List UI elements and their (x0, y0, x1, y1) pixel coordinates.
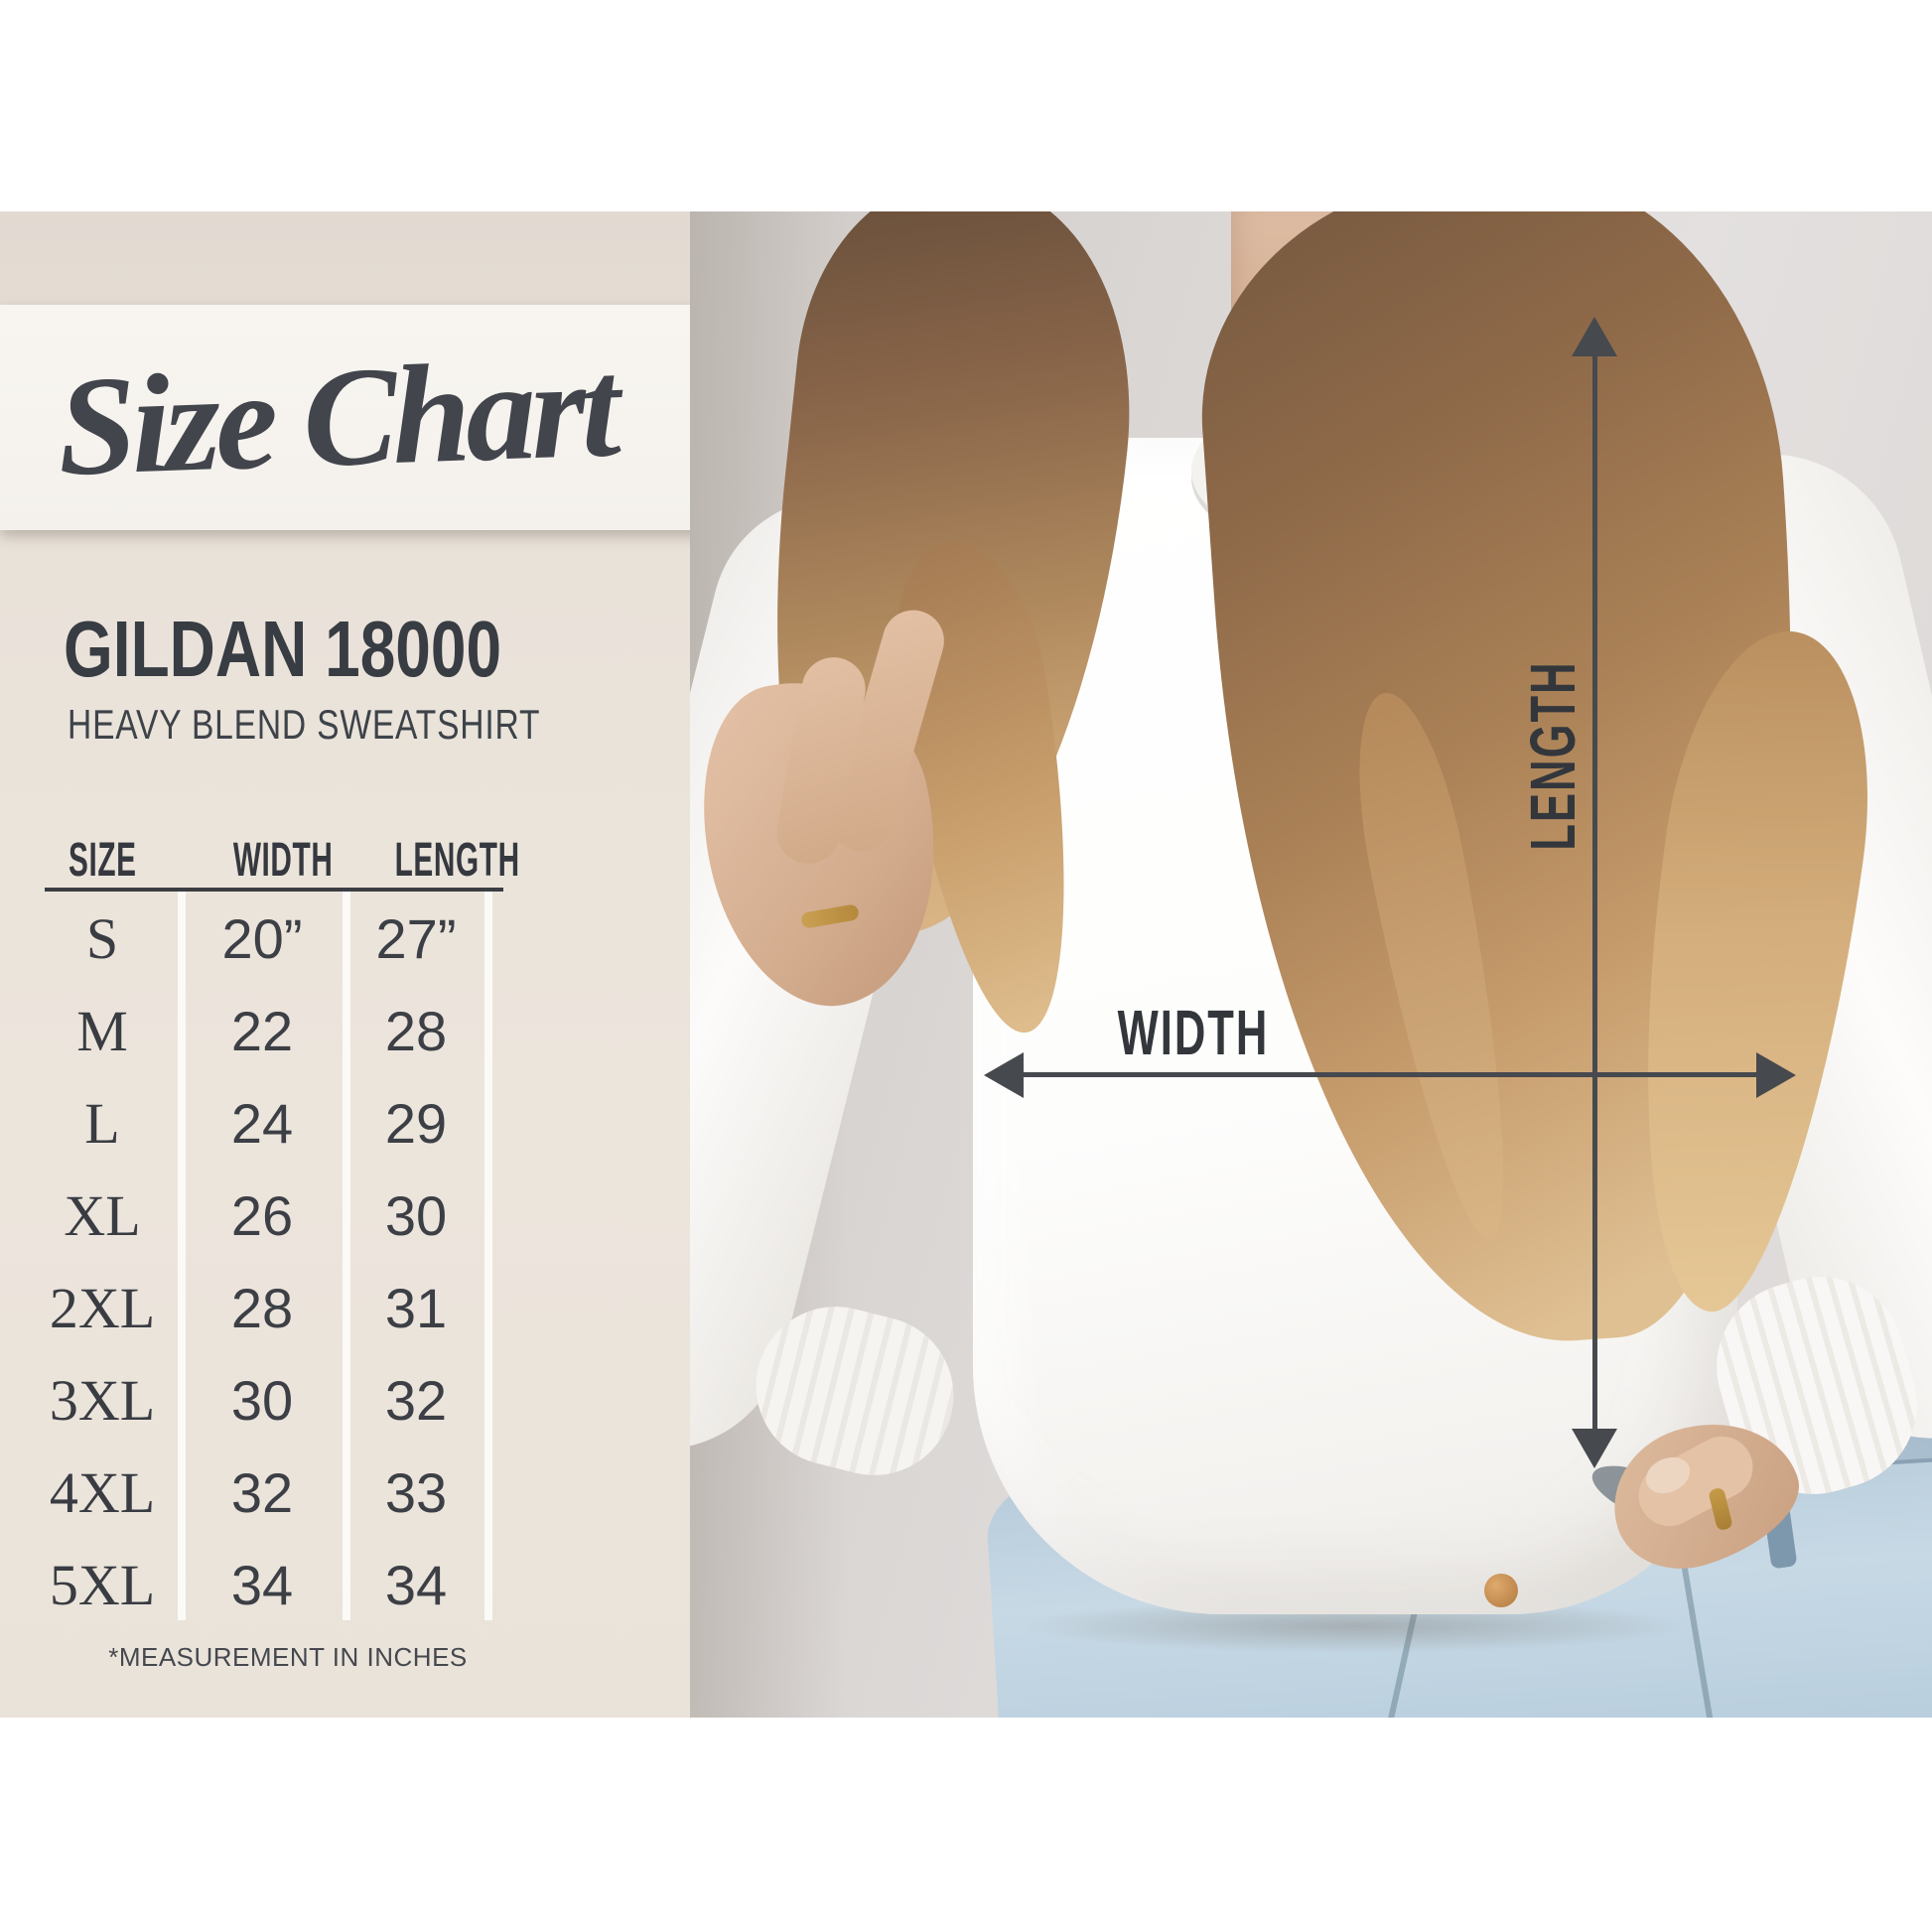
table-header-length-label: LENGTH (394, 834, 520, 887)
arrowhead-down-icon (1572, 1429, 1617, 1468)
title-banner-ribbon: Size Chart (0, 305, 772, 530)
table-row: 3XL 30 32 (0, 1358, 690, 1444)
table-row: L 24 29 (0, 1081, 690, 1167)
jeans-button (1484, 1574, 1518, 1607)
arrowhead-left-icon (984, 1052, 1024, 1098)
model-photo: LENGTH WIDTH (690, 211, 1932, 1718)
width-cell: 32 (230, 1461, 294, 1524)
page-title: Size Chart (55, 328, 619, 505)
table-row: 5XL 34 34 (0, 1543, 690, 1628)
table-column-divider (178, 892, 186, 1620)
size-cell: 4XL (49, 1460, 156, 1525)
title-banner: Size Chart (0, 305, 772, 530)
length-label-text: LENGTH (1517, 660, 1588, 851)
length-arrow-line (1592, 352, 1597, 1437)
table-row: 2XL 28 31 (0, 1266, 690, 1351)
arrowhead-up-icon (1572, 317, 1617, 356)
product-name: GILDAN 18000 (64, 605, 502, 693)
table-row: XL 26 30 (0, 1173, 690, 1259)
width-cell: 24 (230, 1092, 294, 1155)
length-cell: 29 (384, 1092, 448, 1155)
size-cell: 2XL (49, 1276, 156, 1340)
width-cell: 34 (230, 1554, 294, 1616)
length-cell: 34 (384, 1554, 448, 1616)
table-row: S 20” 27” (0, 897, 690, 982)
size-cell: L (84, 1091, 120, 1156)
measurement-footnote: *MEASUREMENT IN INCHES (108, 1642, 468, 1672)
table-header-length: LENGTH (356, 837, 519, 885)
table-row: 4XL 32 33 (0, 1450, 690, 1536)
length-cell: 28 (384, 1000, 448, 1062)
width-cell: 20” (221, 907, 303, 970)
length-cell: 27” (375, 907, 457, 970)
table-header-underline (45, 888, 503, 892)
table-header-width: WIDTH (203, 837, 333, 885)
table-column-divider (484, 892, 492, 1620)
width-label-text: WIDTH (1117, 997, 1270, 1068)
size-cell: 3XL (49, 1368, 156, 1433)
width-arrow-line (1016, 1072, 1762, 1077)
width-cell: 22 (230, 1000, 294, 1062)
size-cell: S (85, 906, 119, 971)
length-cell: 32 (384, 1369, 448, 1432)
table-header-size: SIZE (43, 837, 162, 885)
table-header-size-label: SIZE (68, 834, 137, 887)
size-cell: M (76, 999, 128, 1063)
table-header-width-label: WIDTH (232, 834, 334, 887)
width-cell: 30 (230, 1369, 294, 1432)
width-cell: 28 (230, 1277, 294, 1339)
arrowhead-right-icon (1756, 1052, 1796, 1098)
table-row: M 22 28 (0, 989, 690, 1074)
width-cell: 26 (230, 1184, 294, 1247)
length-cell: 33 (384, 1461, 448, 1524)
length-cell: 30 (384, 1184, 448, 1247)
size-cell: 5XL (49, 1553, 156, 1617)
length-cell: 31 (384, 1277, 448, 1339)
size-cell: XL (64, 1183, 141, 1248)
table-column-divider (343, 892, 350, 1620)
product-subtitle: HEAVY BLEND SWEATSHIRT (68, 701, 541, 748)
